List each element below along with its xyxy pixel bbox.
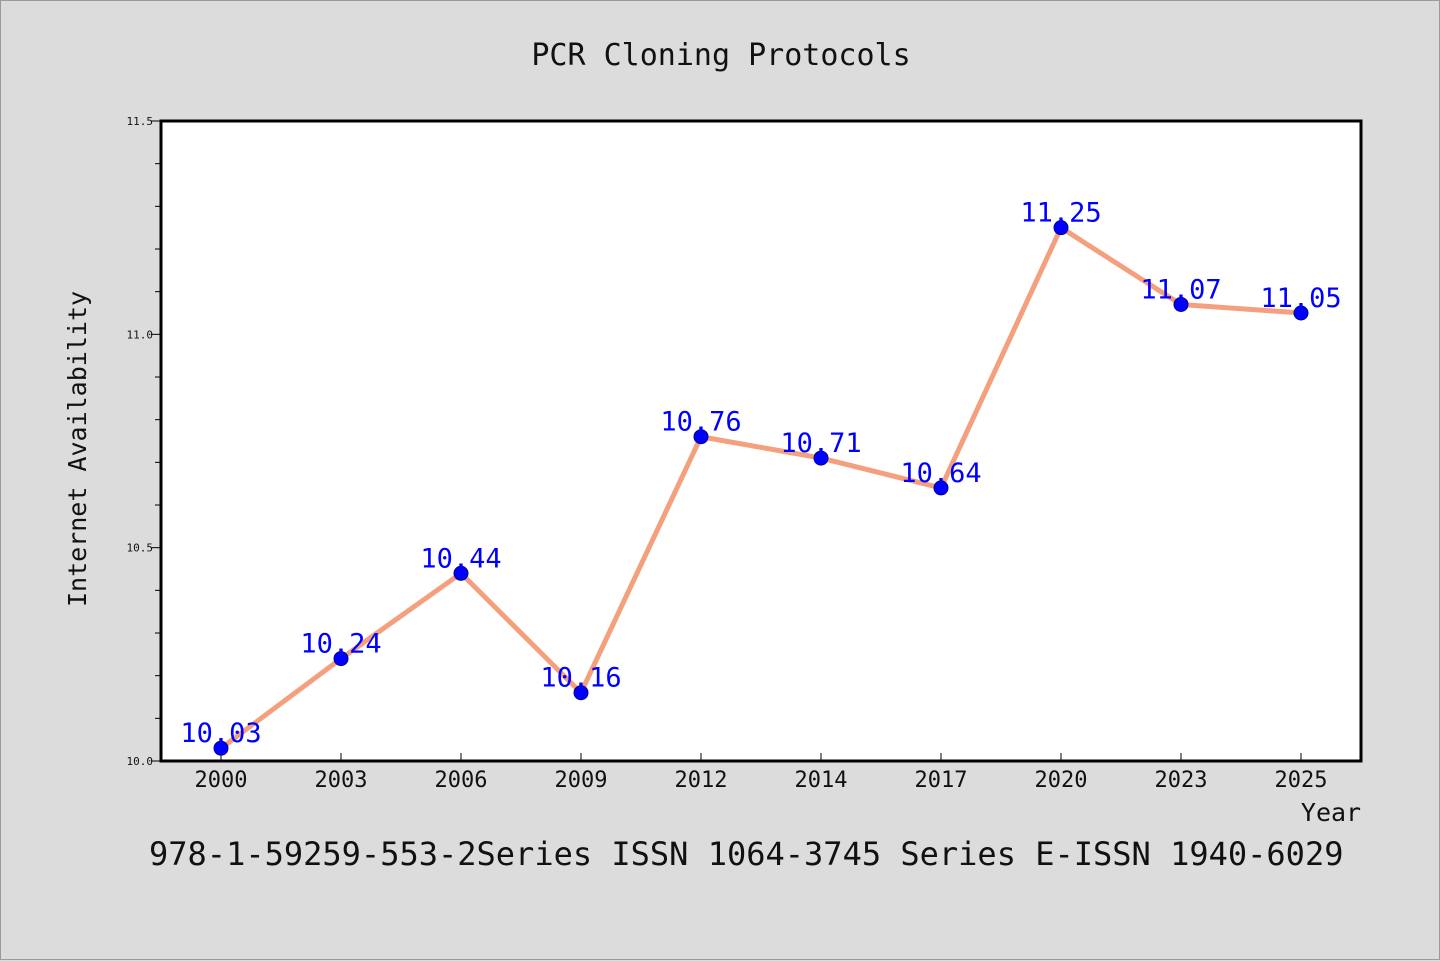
data-point: [1053, 220, 1069, 236]
data-point: [573, 685, 589, 701]
data-point: [453, 565, 469, 581]
data-point: [333, 651, 349, 667]
x-tick-label: 2012: [675, 768, 728, 793]
x-tick-label: 2000: [195, 768, 248, 793]
data-point: [933, 480, 949, 496]
x-tick-label: 2006: [435, 768, 488, 793]
x-tick-label: 2003: [315, 768, 368, 793]
data-label: 10.24: [300, 629, 381, 660]
data-point: [1293, 305, 1309, 321]
y-tick-label: 11.0: [127, 328, 154, 341]
y-tick-label: 10.5: [127, 542, 154, 555]
x-tick-label: 2014: [795, 768, 848, 793]
footer-text: 978-1-59259-553-2Series ISSN 1064-3745 S…: [149, 835, 1343, 873]
x-tick-label: 2020: [1035, 768, 1088, 793]
data-label: 10.16: [540, 663, 621, 694]
y-tick-label: 10.0: [127, 755, 154, 768]
x-tick-label: 2017: [915, 768, 968, 793]
data-point: [213, 740, 229, 756]
data-label: 11.07: [1140, 274, 1221, 305]
y-axis-label: Internet Availability: [63, 291, 92, 607]
x-tick-label: 2025: [1275, 768, 1328, 793]
data-label: 10.71: [780, 428, 861, 459]
x-tick-label: 2009: [555, 768, 608, 793]
data-label: 11.25: [1020, 198, 1101, 229]
data-point: [1173, 296, 1189, 312]
x-axis-label: Year: [1301, 798, 1361, 827]
chart-title: PCR Cloning Protocols: [531, 38, 910, 73]
y-tick-label: 11.5: [127, 115, 154, 128]
x-axis: 2000 2003 2006 2009 2012 2014 2017 2020 2023 2025: [195, 753, 1328, 793]
data-label: 11.05: [1260, 283, 1341, 314]
data-label: 10.64: [900, 458, 981, 489]
data-point: [813, 450, 829, 466]
series-line: [218, 225, 1304, 751]
data-point: [693, 429, 709, 445]
data-label: 10.76: [660, 407, 741, 438]
x-tick-label: 2023: [1155, 768, 1208, 793]
data-label: 10.03: [180, 718, 261, 749]
series-layer: 10.03 10.24 10.44 10.16 10.76 10.71 10.64 11.25…: [180, 198, 1342, 756]
data-label: 10.44: [420, 543, 501, 574]
y-axis: 10.0 10.5 11.0 11.5: [127, 115, 161, 768]
plot-area: [159, 119, 1363, 763]
